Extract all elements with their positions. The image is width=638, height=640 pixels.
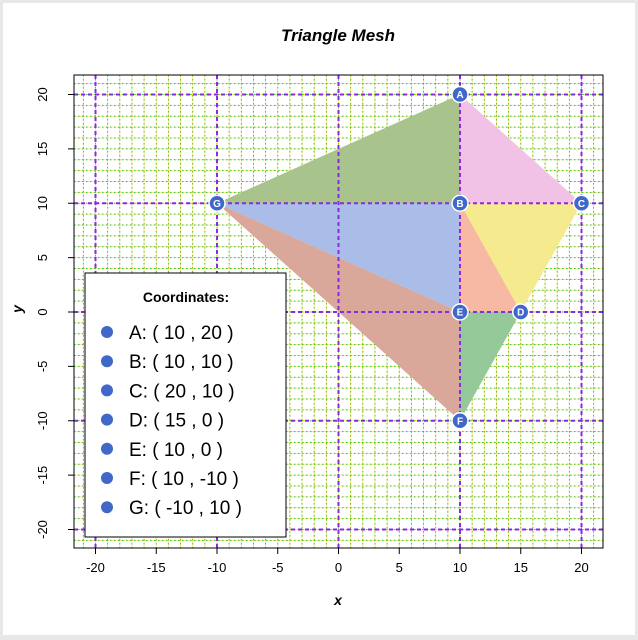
- vertex-label-a: A: [456, 90, 463, 101]
- x-tick-label: 5: [396, 560, 403, 575]
- legend-entry: B: ( 10 , 10 ): [129, 352, 234, 373]
- legend-marker: [101, 442, 113, 455]
- legend-box: [84, 272, 287, 538]
- legend-marker: [101, 384, 113, 397]
- legend-marker: [101, 472, 113, 484]
- chart-title: Triangle Mesh: [281, 26, 395, 45]
- legend-entry: C: ( 20 , 10 ): [129, 381, 235, 402]
- legend-entry: G: ( -10 , 10 ): [129, 498, 242, 519]
- y-tick-label: -15: [35, 466, 50, 485]
- vertex-point-g: [208, 194, 226, 212]
- x-axis-label: x: [333, 592, 343, 608]
- triangle-bde: [460, 203, 521, 312]
- legend-marker: [101, 501, 113, 514]
- x-tick-label: 0: [335, 560, 342, 575]
- x-tick-label: 15: [514, 560, 528, 575]
- legend-entry: D: ( 15 , 0 ): [129, 411, 224, 432]
- x-tick-label: -10: [208, 560, 227, 575]
- triangle-gef: [217, 203, 460, 421]
- legend-entry: E: ( 10 , 0 ): [129, 440, 223, 461]
- legend-marker: [101, 326, 113, 338]
- y-tick-label: -10: [35, 411, 50, 430]
- vertex-point-e: [451, 303, 469, 321]
- vertex-label-g: G: [213, 199, 221, 210]
- triangle-bcd: [460, 203, 582, 312]
- triangle-acb: [460, 94, 582, 204]
- y-tick-label: 5: [35, 254, 50, 261]
- x-tick-label: -15: [147, 560, 166, 575]
- x-tick-label: -20: [86, 560, 105, 575]
- vertex-label-e: E: [457, 308, 464, 319]
- x-tick-label: 10: [453, 560, 467, 575]
- y-axis-label: y: [9, 304, 25, 314]
- vertex-label-f: F: [457, 416, 463, 427]
- vertex-point-f: [451, 412, 469, 430]
- vertex-label-d: D: [517, 308, 524, 319]
- triangle-mesh-chart: Triangle Mesh -20 -15 -10 -5 0 5 10 15 20 -20 -15 -…: [9, 26, 604, 608]
- vertex-point-b: [451, 194, 469, 212]
- triangle-edf: [460, 312, 521, 421]
- legend-entry: A: ( 10 , 20 ): [129, 323, 234, 344]
- legend-marker: [101, 355, 113, 368]
- vertex-point-d: [512, 303, 530, 321]
- y-tick-label: -20: [35, 520, 50, 539]
- vertex-point-c: [572, 194, 591, 212]
- y-tick-label: 15: [35, 142, 50, 156]
- legend-entry: F: ( 10 , -10 ): [129, 469, 239, 490]
- legend: Coordinates: A: ( 10 , 20 ) B: ( 10 , 10 )…: [84, 272, 287, 538]
- legend-marker: [101, 413, 113, 426]
- y-tick-label: -5: [35, 361, 50, 373]
- vertex-label-c: C: [578, 199, 585, 210]
- vertex-label-b: B: [456, 199, 463, 210]
- chart-frame: Triangle Mesh -20 -15 -10 -5 0 5 10 15 20 -20 -15 -…: [3, 3, 635, 635]
- y-tick-label: 20: [35, 87, 50, 101]
- x-tick-label: -5: [272, 560, 284, 575]
- vertex-point-a: [451, 85, 469, 104]
- y-tick-label: 10: [35, 196, 50, 210]
- x-tick-label: 20: [574, 560, 588, 575]
- y-tick-label: 0: [35, 308, 50, 315]
- legend-title: Coordinates:: [143, 289, 229, 305]
